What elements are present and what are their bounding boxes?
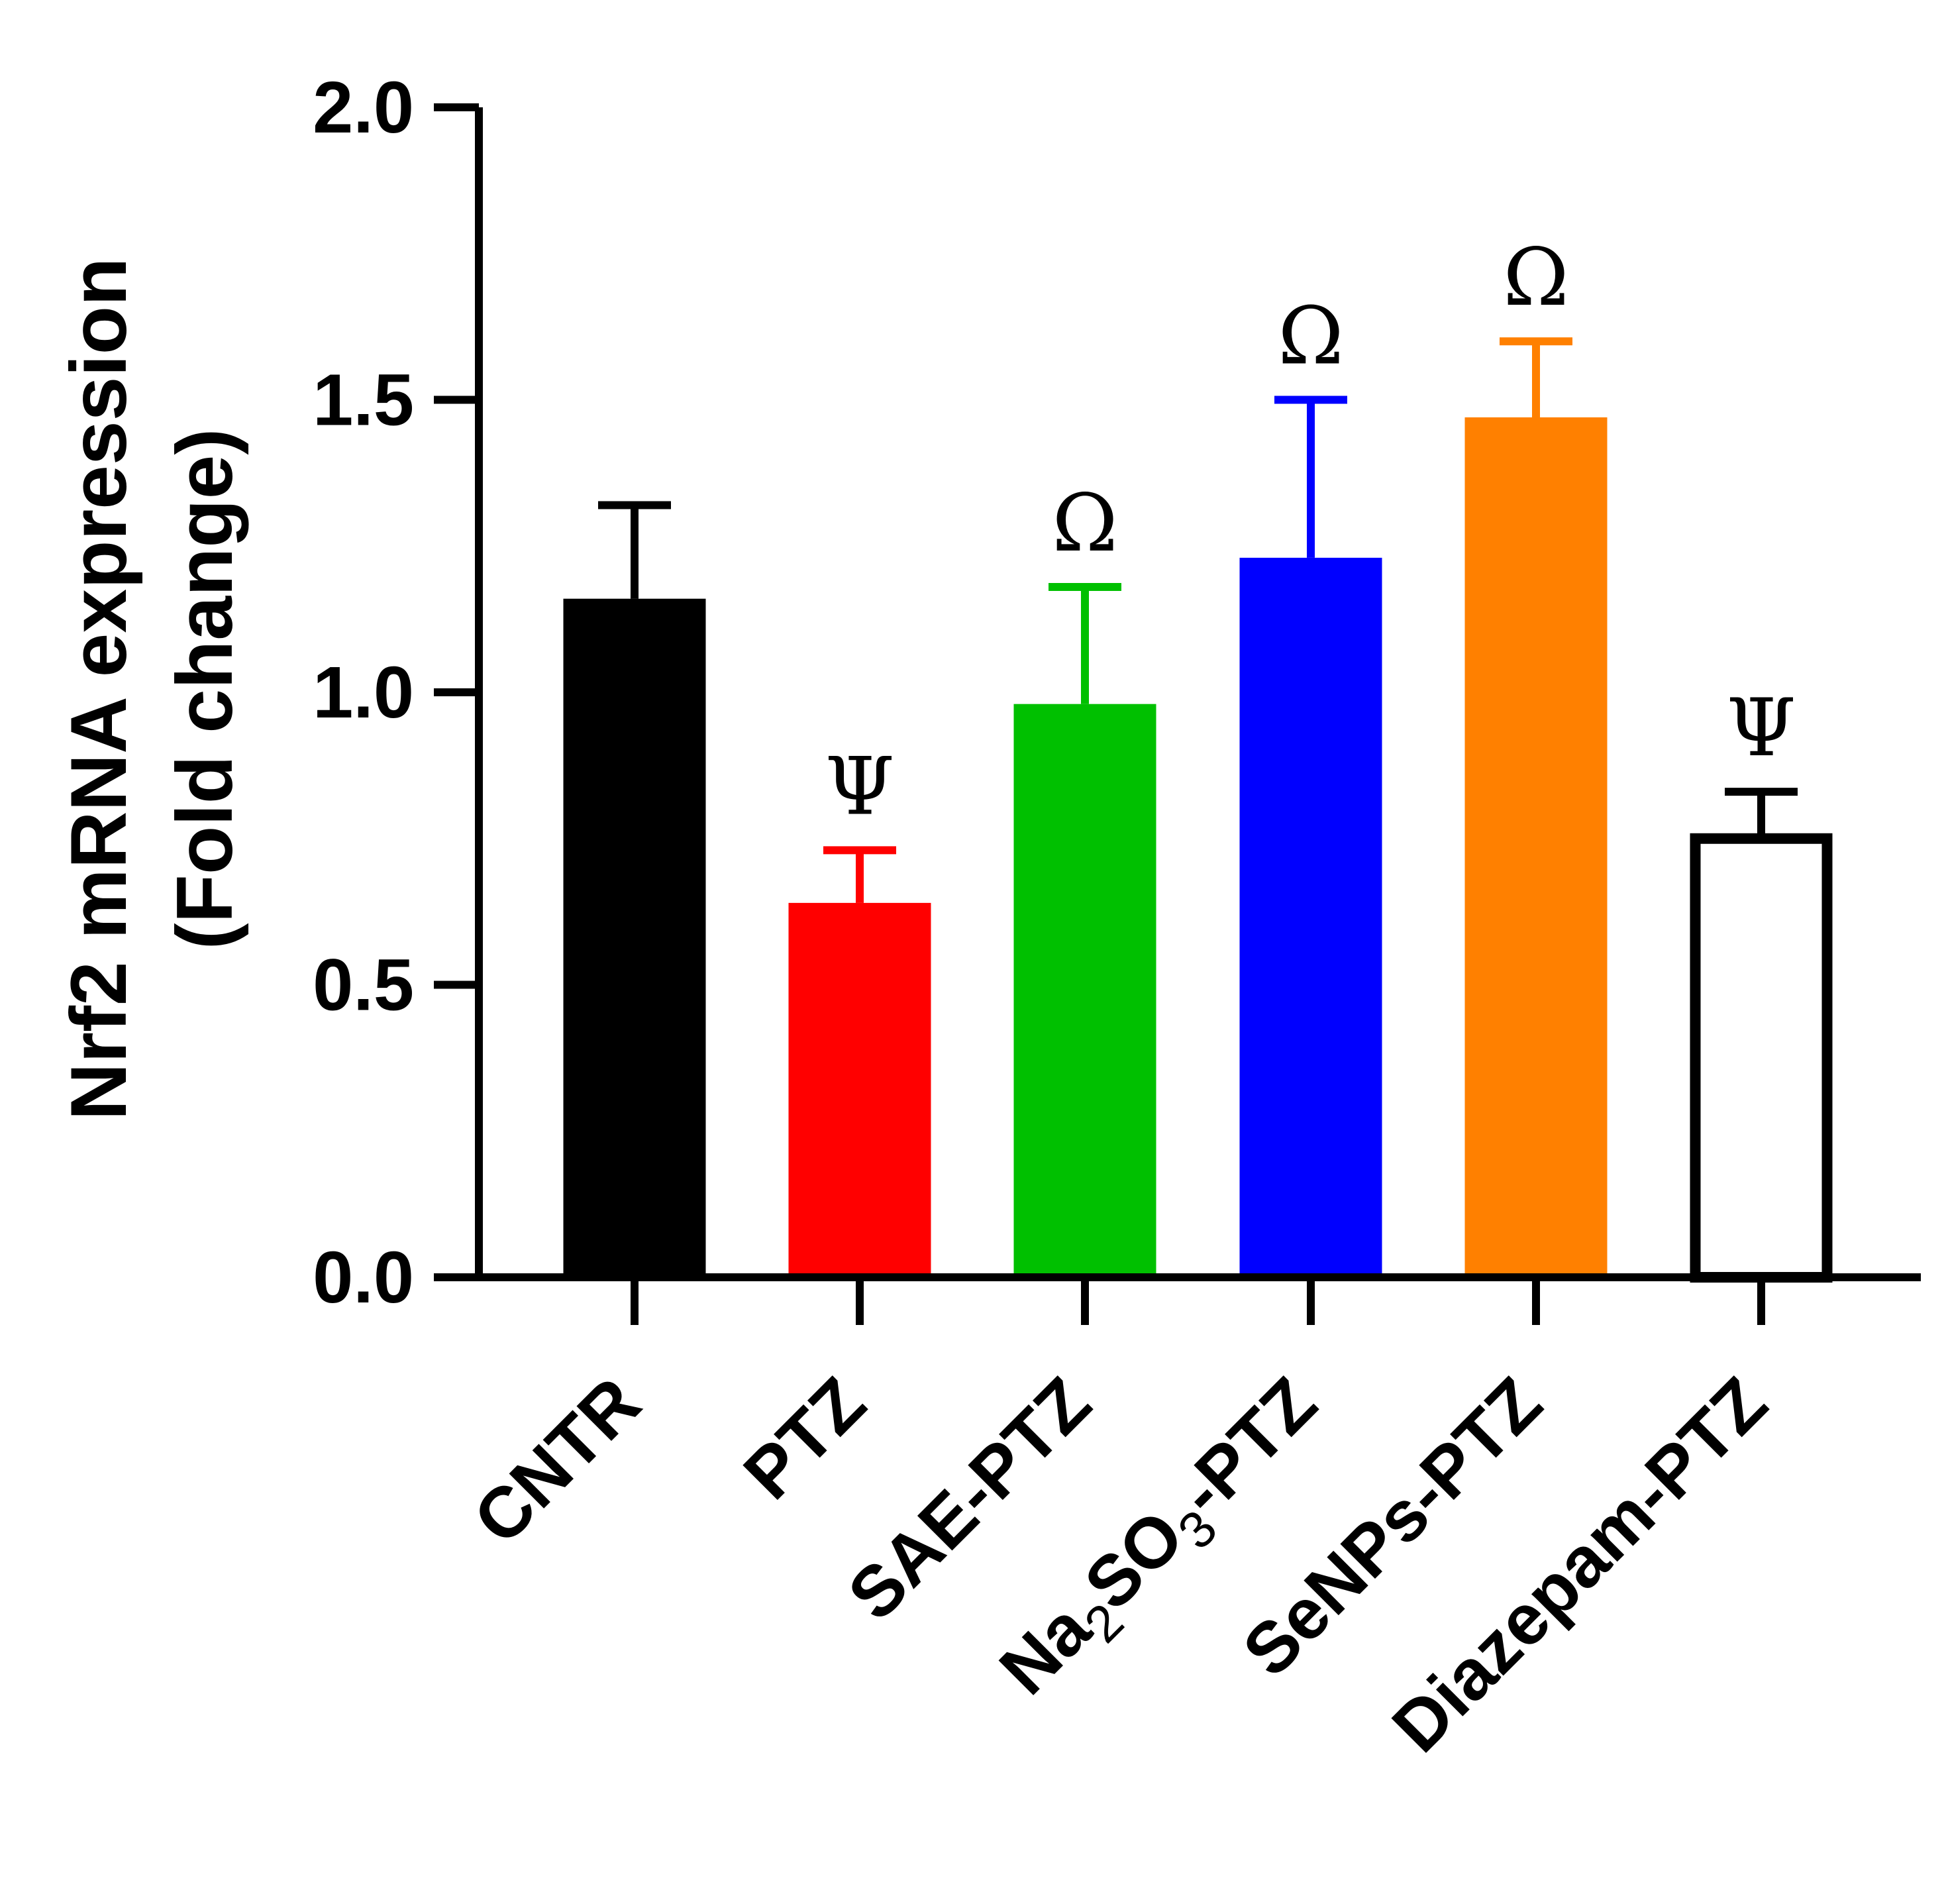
- bars: [563, 417, 1833, 1283]
- bar: [1690, 833, 1833, 1283]
- significance-symbol: Ω: [1503, 232, 1569, 324]
- x-tick-label: Diazepam-PTZ: [1377, 1362, 1782, 1768]
- bar: [563, 598, 706, 1277]
- y-axis-label-line-2: (Fold change): [160, 429, 249, 950]
- significance-symbol: Ω: [1052, 478, 1118, 570]
- y-tick-label: 2.0: [313, 67, 414, 148]
- x-axis-ticks: [631, 1277, 1765, 1325]
- y-axis-label: Nrf2 mRNA expression (Fold change): [54, 258, 249, 1121]
- x-tick-label: CNTR: [458, 1362, 656, 1560]
- bar: [1013, 704, 1156, 1277]
- y-axis-ticks: 0.0 0.5 1.0 1.5 2.0: [313, 67, 479, 1318]
- y-tick-label: 0.5: [313, 945, 414, 1026]
- bar: [788, 902, 931, 1277]
- bar: [1464, 417, 1608, 1277]
- error-bars: [598, 337, 1798, 903]
- y-tick-label: 1.5: [313, 360, 414, 441]
- significance-symbol: Ψ: [825, 741, 894, 833]
- significance-symbol: Ω: [1278, 291, 1344, 383]
- axes: [437, 107, 1921, 1281]
- x-axis-labels: CNTR PTZSAE-PTZNa2SO3-PTZSeNPs-PTZDiazepa…: [458, 1362, 1782, 1768]
- significance-annotations: Ψ Ω Ω Ω Ψ: [825, 232, 1796, 833]
- y-tick-label: 1.0: [313, 652, 414, 733]
- significance-symbol: Ψ: [1726, 682, 1796, 774]
- x-tick-label: PTZ: [728, 1362, 880, 1514]
- x-tick-label: SAE-PTZ: [833, 1362, 1105, 1635]
- y-axis-label-line-1: Nrf2 mRNA expression: [54, 258, 143, 1121]
- bar: [1239, 557, 1382, 1278]
- y-tick-label: 0.0: [313, 1237, 414, 1318]
